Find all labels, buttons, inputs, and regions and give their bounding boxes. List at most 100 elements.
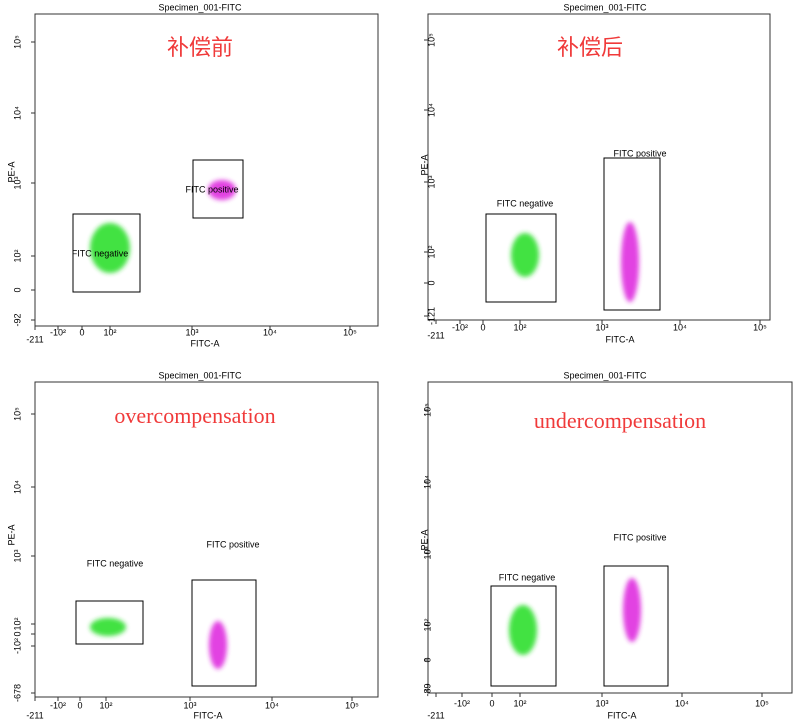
gate	[75, 600, 144, 645]
gate-label: FITC positive	[613, 532, 666, 542]
x-tick-label: 10²	[513, 322, 526, 332]
cell-population	[90, 223, 130, 273]
x-tick-label: -211	[427, 330, 444, 340]
annotation: 补偿后	[557, 35, 623, 60]
plot-frame	[427, 381, 793, 694]
x-tick-label: 10³	[595, 698, 608, 708]
y-tick-label: 10⁵	[12, 35, 22, 49]
y-tick-label: -92	[12, 313, 22, 326]
plot-title: Specimen_001-FITC	[563, 370, 647, 380]
cell-population	[208, 180, 236, 200]
plot-title: Specimen_001-FITC	[563, 2, 647, 12]
y-tick-label: 0	[12, 287, 22, 292]
x-tick-label: 10³	[185, 327, 198, 337]
y-tick-label: 10⁵	[426, 33, 436, 47]
x-tick-label: -10²	[50, 700, 66, 710]
annotation: overcompensation	[114, 403, 275, 428]
x-tick-label: 10³	[183, 700, 196, 710]
y-tick-label: 10²	[426, 245, 436, 258]
gate-label: FITC negative	[499, 572, 556, 582]
plot-panel: Specimen_001-FITC overcompensation -211 -10…	[6, 370, 379, 720]
y-tick-label: 10⁴	[426, 103, 436, 117]
plot-title: Specimen_001-FITC	[158, 370, 242, 380]
cell-population	[509, 605, 537, 655]
x-tick-label: 10²	[103, 327, 116, 337]
x-axis-label: FITC-A	[194, 710, 223, 720]
plot-title: Specimen_001-FITC	[158, 2, 242, 12]
plot-frame	[34, 381, 379, 698]
y-axis-label: PE-A	[6, 524, 16, 545]
x-tick-label: -211	[26, 710, 43, 720]
cell-population	[623, 578, 641, 642]
y-tick-label: -10²	[12, 638, 22, 654]
x-tick-label: 10²	[513, 698, 526, 708]
y-tick-label: 10³	[422, 546, 432, 559]
gate	[191, 579, 257, 687]
x-tick-label: -10²	[452, 322, 468, 332]
x-tick-label: 10⁵	[343, 327, 357, 337]
gate	[192, 159, 244, 219]
y-axis-label: PE-A	[419, 529, 429, 550]
cell-population	[511, 233, 539, 277]
y-tick-label: 10³	[12, 176, 22, 189]
y-tick-label: 10⁴	[12, 480, 22, 494]
gate-label: FITC positive	[206, 539, 259, 549]
x-tick-label: -211	[26, 334, 43, 344]
x-tick-label: 0	[489, 698, 494, 708]
y-tick-label: 10³	[426, 175, 436, 188]
y-axis-label: PE-A	[419, 154, 429, 175]
gate-label: FITC negative	[87, 558, 144, 568]
x-axis-label: FITC-A	[608, 710, 637, 720]
y-tick-label: 0	[12, 631, 22, 636]
x-tick-label: -10²	[50, 327, 66, 337]
cell-population	[209, 621, 227, 669]
annotation: 补偿前	[167, 35, 233, 60]
x-tick-label: 10⁴	[675, 698, 689, 708]
gate	[490, 585, 557, 687]
gate	[72, 213, 141, 293]
x-tick-label: 0	[480, 322, 485, 332]
gate-label: FITC positive	[613, 148, 666, 158]
y-tick-label: 10⁴	[12, 106, 22, 120]
y-tick-label: -678	[12, 684, 22, 702]
x-tick-label: -10²	[454, 698, 470, 708]
x-tick-label: 10⁵	[753, 322, 767, 332]
x-tick-label: 10²	[99, 700, 112, 710]
x-axis-label: FITC-A	[191, 338, 220, 348]
x-tick-label: 0	[79, 327, 84, 337]
annotation: undercompensation	[534, 408, 706, 433]
cell-population	[90, 618, 126, 636]
y-tick-label: 0	[422, 657, 432, 662]
plot-panel: Specimen_001-FITC undercompensation -211 -1…	[419, 370, 793, 720]
gate-label: FITC negative	[72, 248, 129, 258]
x-tick-label: 0	[77, 700, 82, 710]
y-tick-label: 0	[426, 280, 436, 285]
y-tick-label: 10⁵	[12, 407, 22, 421]
y-tick-label: 10³	[12, 549, 22, 562]
plot-frame	[427, 13, 771, 321]
x-tick-label: 10⁴	[673, 322, 687, 332]
x-tick-label: 10⁴	[265, 700, 279, 710]
y-axis-label: PE-A	[6, 161, 16, 182]
x-tick-label: 10⁴	[263, 327, 277, 337]
y-tick-label: -121	[426, 307, 436, 325]
gate	[485, 213, 557, 303]
y-tick-label: 10²	[12, 249, 22, 262]
plot-frame	[34, 13, 379, 327]
x-axis-label: FITC-A	[606, 334, 635, 344]
x-tick-label: -211	[427, 710, 444, 720]
cell-population	[621, 222, 639, 302]
y-tick-label: 10⁵	[422, 403, 432, 417]
y-tick-label: 10²	[422, 618, 432, 631]
gate	[603, 565, 669, 687]
plot-panel: Specimen_001-FITC 补偿前 -211 -10² 0 10² 10³ 10⁴ 10…	[6, 2, 379, 348]
plot-panel: Specimen_001-FITC 补偿后 -211 -10² 0 10² 10³ 10⁴ 10…	[419, 2, 771, 344]
y-tick-label: -89	[422, 683, 432, 696]
y-tick-label: 10²	[12, 617, 22, 630]
x-tick-label: 10⁵	[345, 700, 359, 710]
x-tick-label: 10³	[595, 322, 608, 332]
gate-label: FITC positive	[185, 184, 238, 194]
gate	[603, 157, 661, 311]
gate-label: FITC negative	[497, 198, 554, 208]
